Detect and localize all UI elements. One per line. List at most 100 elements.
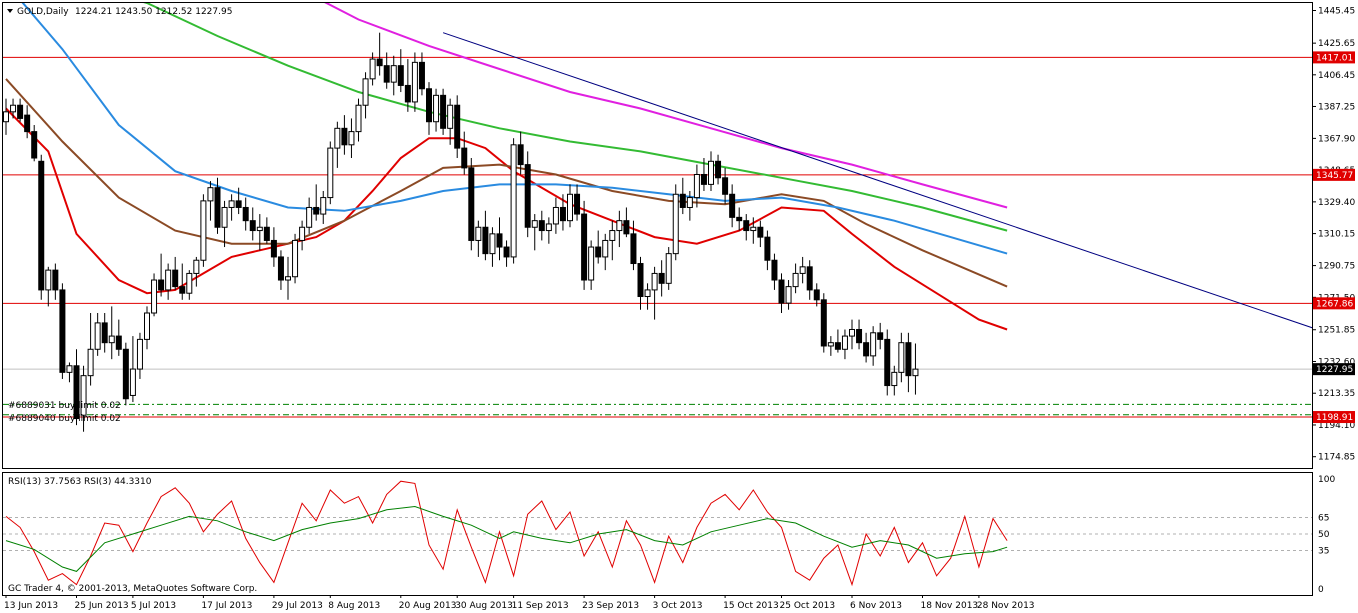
candle-body [595, 246, 602, 258]
candle-body [757, 226, 764, 238]
candle-body [327, 147, 334, 199]
candle-body [59, 289, 66, 373]
candle-body [3, 111, 9, 123]
ohlc-readout: 1224.21 1243.50 1212.52 1227.95 [75, 7, 232, 17]
price-axis-label: 1387.25 [1318, 102, 1355, 112]
time-axis-label: 25 Jun 2013 [75, 601, 129, 611]
candle-body [313, 206, 320, 215]
candle-body [80, 375, 87, 416]
candle-body [820, 299, 827, 347]
candle-body [700, 173, 707, 185]
candle-body [214, 187, 221, 228]
candle-body [517, 144, 524, 166]
candle-body [679, 193, 686, 208]
price-axis-label: 1310.15 [1318, 230, 1355, 240]
rsi-axis-label: 50 [1318, 530, 1330, 540]
candle-body [863, 342, 870, 357]
symbol-dropdown-icon[interactable] [7, 9, 13, 13]
candle-body [475, 226, 482, 241]
candle-body [426, 88, 432, 123]
price-axis-label: 1213.35 [1318, 389, 1355, 399]
candle-body [729, 193, 736, 218]
time-axis-label: 3 Oct 2013 [653, 601, 703, 611]
level-price-tag-label: 1267.86 [1316, 299, 1353, 309]
candle-body [418, 61, 425, 90]
candle-body [834, 342, 841, 350]
candle-body [94, 322, 101, 350]
candle-body [242, 206, 249, 222]
candle-body [461, 147, 468, 169]
candle-body [383, 65, 390, 83]
candle-body [440, 94, 447, 129]
symbol-label: GOLD,Daily [17, 7, 69, 17]
candle-body [827, 342, 834, 347]
level-price-tag [1313, 168, 1355, 181]
level-price-tag [1313, 297, 1355, 310]
candle-body [292, 239, 299, 278]
candle-body [362, 78, 369, 106]
rsi-axis-label: 0 [1318, 585, 1324, 595]
price-axis-label: 1194.10 [1318, 421, 1355, 431]
candle-body [813, 289, 820, 301]
rsi13-line [5, 505, 1008, 572]
price-axis-label: 1232.60 [1318, 357, 1355, 367]
price-axis-label: 1329.40 [1318, 198, 1355, 208]
candle-body [306, 206, 313, 228]
candle-body [672, 193, 679, 255]
candle-body [263, 226, 270, 241]
candle-body [792, 272, 799, 288]
candle-body [299, 226, 306, 241]
candle-body [630, 233, 637, 265]
time-axis-label: 5 Jul 2013 [131, 601, 176, 611]
candle-body [778, 279, 785, 304]
candle-body [10, 104, 17, 113]
candle-body [31, 131, 38, 159]
candle-body [129, 368, 136, 396]
level-price-tag-label: 1417.01 [1316, 53, 1353, 63]
time-axis-label: 28 Nov 2013 [977, 601, 1035, 611]
candle-body [256, 226, 263, 232]
main-plot [3, 3, 1312, 432]
current-price-tag-label: 1227.95 [1316, 365, 1353, 375]
candle-body [588, 246, 595, 281]
candle-body [144, 312, 150, 340]
candle-body [348, 131, 355, 146]
candle-body [545, 223, 552, 232]
order-label-2: #6889040 buy limit 0.02 [8, 414, 121, 424]
candle-body [411, 61, 418, 103]
copyright: GC Trader 4, © 2001-2013, MetaQuotes Sof… [8, 584, 257, 594]
rsi3-line [5, 480, 1008, 587]
candle-body [122, 348, 129, 400]
candle-body [665, 253, 672, 284]
main-panel-frame [2, 2, 1313, 469]
candle-body [849, 328, 855, 337]
candle-body [151, 279, 158, 314]
trendline [442, 32, 1312, 329]
price-axis-label: 1406.45 [1318, 71, 1355, 81]
candle-body [693, 173, 700, 199]
time-axis-label: 18 Nov 2013 [921, 601, 979, 611]
level-price-tag [1313, 411, 1355, 424]
candle-body [912, 368, 919, 377]
level-price-tag-label: 1198.91 [1316, 413, 1353, 423]
candle-body [404, 84, 411, 103]
candle-body [743, 220, 750, 232]
candle-body [158, 279, 165, 291]
rsi-axis-label: 35 [1318, 547, 1329, 557]
candle-body [270, 239, 277, 258]
candle-body [581, 213, 588, 281]
candle-body [785, 286, 792, 304]
price-axis-label: 1251.85 [1318, 326, 1355, 336]
candle-body [277, 256, 284, 281]
current-price-tag [1313, 363, 1355, 376]
candle-body [376, 58, 383, 67]
time-axis-label: 17 Jul 2013 [201, 601, 252, 611]
candle-body [341, 127, 348, 146]
time-axis-label: 25 Oct 2013 [780, 601, 836, 611]
candle-body [193, 259, 200, 274]
candle-body [38, 160, 45, 291]
rsi-title: RSI(13) 37.7563 RSI(3) 44.3310 [8, 477, 152, 487]
time-axis-label: 6 Nov 2013 [850, 601, 902, 611]
candle-body [249, 220, 256, 232]
